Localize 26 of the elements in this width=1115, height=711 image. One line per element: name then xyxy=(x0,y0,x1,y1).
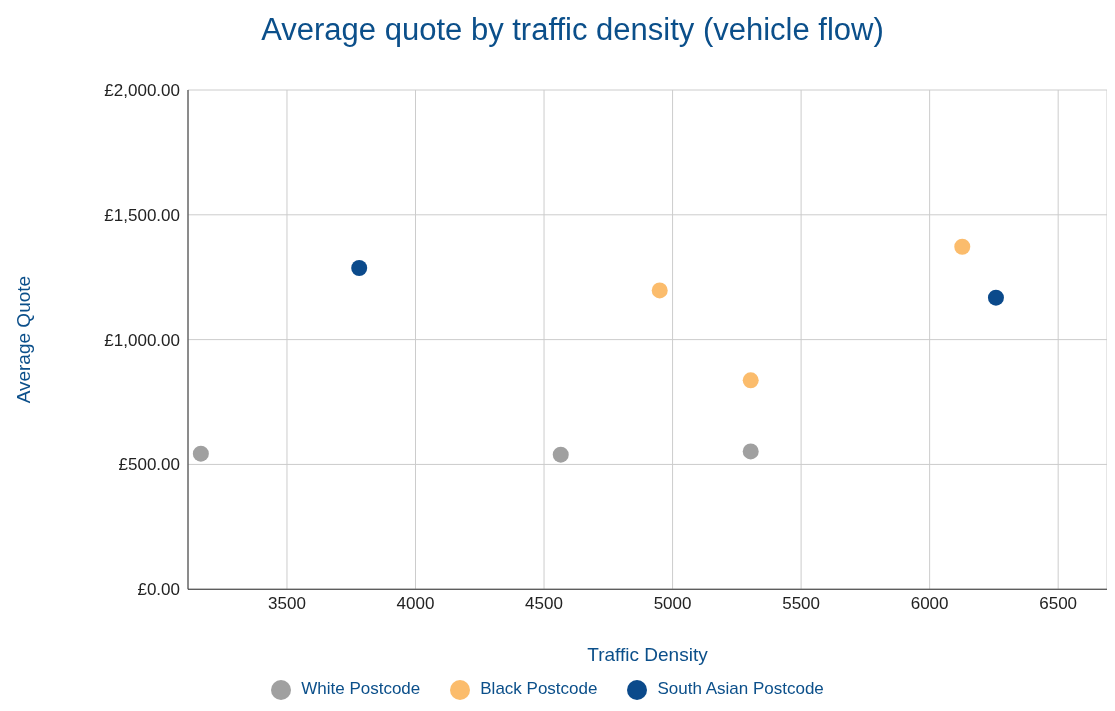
point xyxy=(651,282,668,299)
y-tick-label: £1,000.00 xyxy=(104,330,180,350)
y-tick-label: £2,000.00 xyxy=(104,81,180,101)
point xyxy=(742,372,759,389)
y-tick-label: £500.00 xyxy=(118,455,180,475)
x-tick-label: 5000 xyxy=(653,594,692,614)
point xyxy=(552,446,569,463)
x-tick-label: 5500 xyxy=(782,594,821,614)
y-tick-label: £1,500.00 xyxy=(104,205,180,225)
x-tick-label: 3500 xyxy=(268,594,306,614)
point xyxy=(192,445,209,462)
x-axis-title: Traffic Density xyxy=(587,644,709,666)
chart-title: Average quote by traffic density (vehicle flow) xyxy=(260,11,885,49)
point xyxy=(954,238,971,255)
x-tick-label: 4500 xyxy=(525,594,563,614)
legend-label: White Postcode xyxy=(301,679,421,699)
point xyxy=(742,443,759,460)
point xyxy=(351,259,368,276)
y-tick-label: £0.00 xyxy=(137,580,180,600)
legend-label: South Asian Postcode xyxy=(657,679,824,699)
point xyxy=(987,289,1004,306)
x-tick-label: 6000 xyxy=(910,594,949,614)
legend-label: Black Postcode xyxy=(480,679,598,699)
y-axis-title: Average Quote xyxy=(12,275,34,404)
x-tick-label: 4000 xyxy=(396,594,435,614)
x-tick-label: 6500 xyxy=(1039,594,1078,614)
